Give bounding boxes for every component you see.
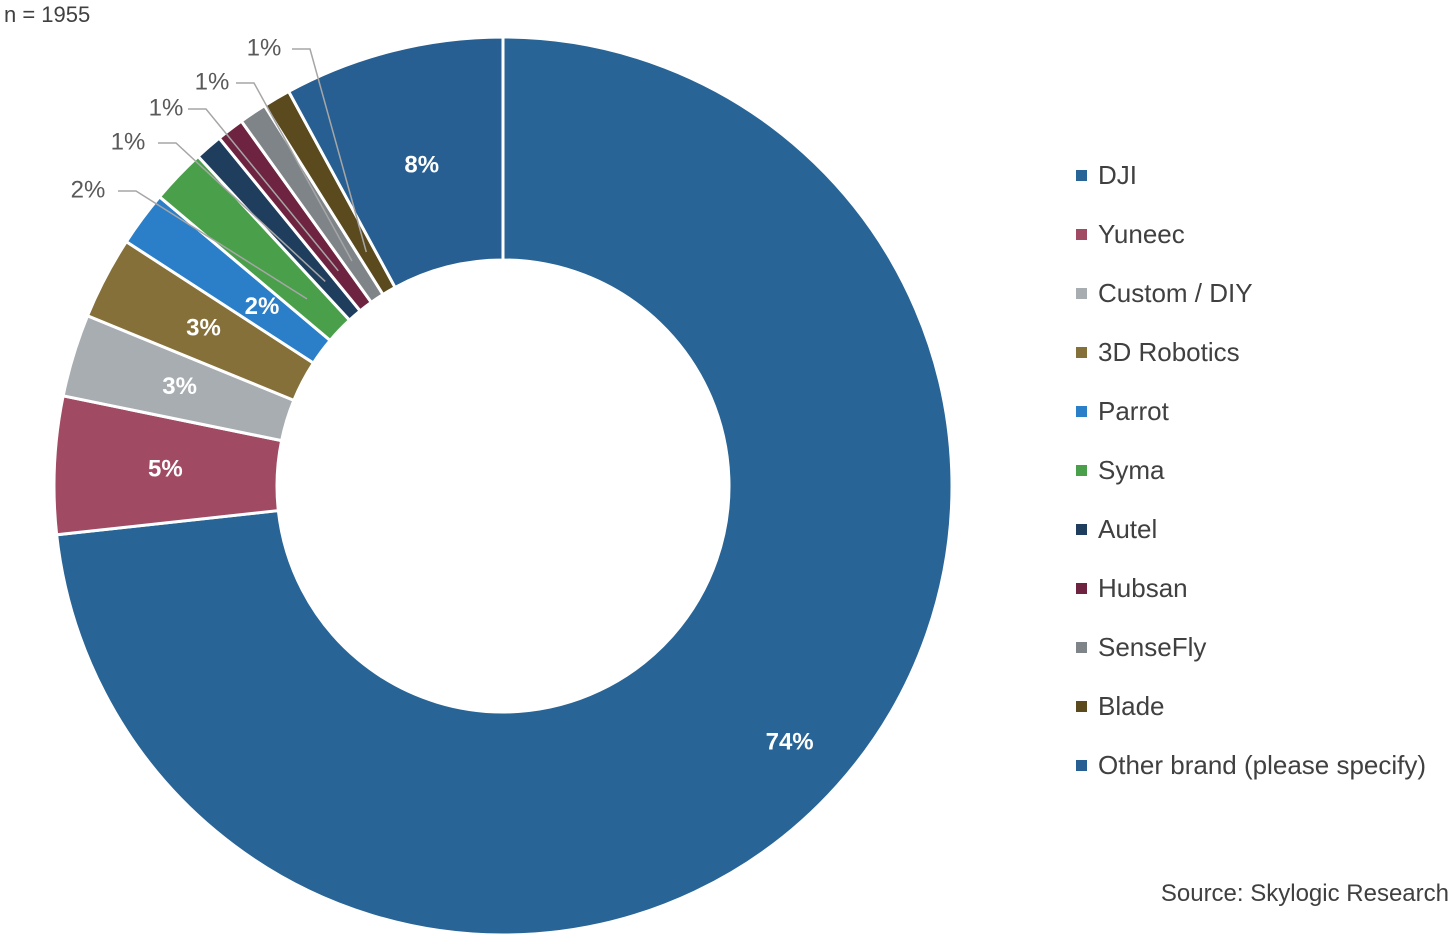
legend-item-autel: Autel (1076, 500, 1426, 559)
legend-swatch (1076, 288, 1087, 299)
donut-chart-svg: 74%5%3%3%2%2%1%1%1%1%8% (52, 34, 954, 934)
legend-swatch (1076, 347, 1087, 358)
legend-label: Autel (1098, 514, 1158, 544)
legend-item-hubsan: Hubsan (1076, 559, 1426, 618)
legend-label: 3D Robotics (1098, 337, 1240, 367)
leader-line-sensefly (236, 82, 353, 262)
legend-item-dji: DJI (1076, 146, 1426, 205)
data-label-hubsan: 1% (149, 94, 184, 121)
legend-label: DJI (1098, 160, 1137, 190)
legend-label: Syma (1098, 455, 1165, 485)
legend-swatch (1076, 701, 1087, 712)
legend-swatch (1076, 524, 1087, 535)
slice-dji (55, 35, 954, 934)
leader-line-syma (118, 190, 308, 300)
source-note: Source: Skylogic Research (1160, 880, 1449, 907)
data-label-yuneec: 5% (148, 456, 183, 483)
legend-item-blade: Blade (1076, 677, 1426, 736)
data-label-3d-robotics: 3% (186, 315, 221, 342)
leader-line-blade (292, 48, 368, 253)
legend-item-parrot: Parrot (1076, 382, 1426, 441)
legend-item-sensefly: SenseFly (1076, 618, 1426, 677)
legend-label: Custom / DIY (1098, 278, 1253, 308)
chart-legend: DJI Yuneec Custom / DIY 3D Robotics Parrot Sy… (1076, 146, 1426, 795)
leader-line-hubsan (188, 108, 339, 272)
legend-label: Blade (1098, 691, 1165, 721)
legend-label: Parrot (1098, 396, 1169, 426)
legend-swatch (1076, 642, 1087, 653)
data-label-sensefly: 1% (195, 68, 230, 95)
legend-swatch (1076, 406, 1087, 417)
legend-label: Yuneec (1098, 219, 1185, 249)
data-label-blade: 1% (247, 34, 282, 61)
legend-item-yuneec: Yuneec (1076, 205, 1426, 264)
data-label-autel: 1% (111, 128, 146, 155)
legend-label: SenseFly (1098, 632, 1207, 662)
legend-label: Hubsan (1098, 573, 1188, 603)
legend-item-custom-diy: Custom / DIY (1076, 264, 1426, 323)
legend-item-syma: Syma (1076, 441, 1426, 500)
legend-swatch (1076, 229, 1087, 240)
legend-swatch (1076, 465, 1087, 476)
data-label-syma: 2% (71, 176, 106, 203)
legend-swatch (1076, 760, 1087, 771)
legend-swatch (1076, 583, 1087, 594)
data-label-dji: 74% (766, 728, 814, 755)
legend-label: Other brand (please specify) (1098, 750, 1427, 780)
slice-other-brand-please-specify (286, 35, 505, 290)
sample-size-label: n = 1955 (4, 2, 91, 27)
data-label-other-brand-please-specify: 8% (404, 152, 439, 179)
legend-swatch (1076, 170, 1087, 181)
legend-item-other-brand-please-specify: Other brand (please specify) (1076, 736, 1426, 795)
data-label-parrot: 2% (245, 293, 280, 320)
legend-item-3d-robotics: 3D Robotics (1076, 323, 1426, 382)
data-label-custom-diy: 3% (162, 373, 197, 400)
leader-line-autel (158, 142, 326, 282)
